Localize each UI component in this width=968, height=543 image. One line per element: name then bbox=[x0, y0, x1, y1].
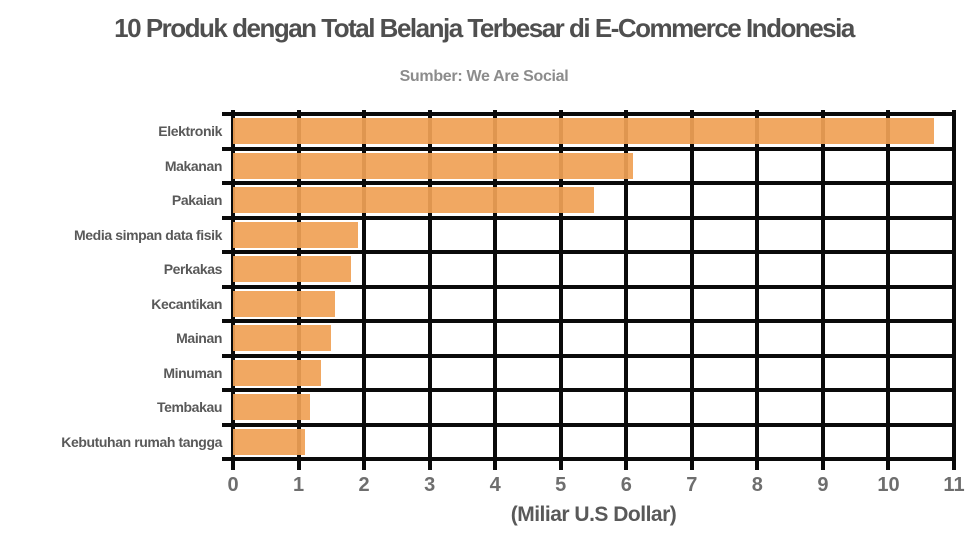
y-axis-category-labels: Elektronik Makanan Pakaian Media simpan dat… bbox=[0, 114, 222, 459]
category-label-makanan: Makanan bbox=[164, 157, 223, 174]
x-gridline-2 bbox=[362, 110, 367, 470]
y-gridline bbox=[222, 353, 954, 358]
x-gridline-9 bbox=[820, 110, 825, 470]
x-axis-title: (Miliar U.S Dollar) bbox=[510, 503, 677, 526]
category-label-kecantikan: Kecantikan bbox=[151, 295, 222, 312]
chart-title: 10 Produk dengan Total Belanja Terbesar … bbox=[114, 13, 855, 43]
bar-elektronik bbox=[233, 118, 935, 145]
x-gridline-0 bbox=[231, 110, 235, 470]
category-label-mainan: Mainan bbox=[176, 330, 222, 347]
bar-media-simpan-data-fisik bbox=[233, 221, 358, 248]
bar-perkakas bbox=[233, 256, 351, 283]
y-gridline bbox=[222, 146, 954, 151]
category-label-minuman: Minuman bbox=[163, 364, 222, 381]
y-gridline bbox=[222, 215, 954, 220]
bar-makanan bbox=[233, 152, 633, 179]
bar-kebutuhan-rumah-tangga bbox=[233, 428, 306, 455]
bar-minuman bbox=[233, 359, 322, 386]
x-tick-label-5: 5 bbox=[555, 474, 567, 496]
x-gridline-3 bbox=[427, 110, 432, 470]
y-gridline bbox=[222, 181, 954, 185]
category-label-kebutuhan-rumah-tangga: Kebutuhan rumah tangga bbox=[61, 433, 222, 450]
bar-tembakau bbox=[233, 394, 311, 421]
x-gridline-4 bbox=[493, 110, 498, 470]
y-gridline bbox=[222, 457, 954, 461]
x-tick-label-3: 3 bbox=[424, 474, 436, 496]
y-gridline bbox=[222, 388, 954, 392]
x-tick-label-9: 9 bbox=[817, 474, 829, 496]
x-tick-label-4: 4 bbox=[489, 474, 501, 496]
y-gridline bbox=[222, 284, 954, 289]
x-gridline-11 bbox=[952, 110, 956, 470]
bar-pakaian bbox=[233, 187, 594, 214]
x-tick-label-2: 2 bbox=[358, 474, 370, 496]
x-gridline-1 bbox=[296, 110, 301, 470]
x-gridline-8 bbox=[755, 110, 760, 470]
category-label-pakaian: Pakaian bbox=[171, 192, 223, 209]
x-tick-label-8: 8 bbox=[751, 474, 763, 496]
x-gridline-7 bbox=[689, 110, 694, 470]
plot-area bbox=[222, 110, 956, 470]
category-label-perkakas: Perkakas bbox=[163, 261, 223, 278]
y-gridline bbox=[222, 422, 954, 427]
y-gridline bbox=[222, 319, 954, 323]
x-gridline-6 bbox=[624, 110, 629, 470]
x-tick-label-0: 0 bbox=[227, 474, 239, 496]
y-gridline bbox=[222, 250, 954, 254]
x-tick-label-10: 10 bbox=[877, 474, 900, 496]
x-tick-label-7: 7 bbox=[686, 474, 698, 496]
x-tick-label-1: 1 bbox=[292, 474, 305, 496]
x-gridline-5 bbox=[558, 110, 563, 470]
bar-mainan bbox=[233, 325, 332, 352]
x-gridline-10 bbox=[886, 110, 891, 470]
y-gridline bbox=[222, 112, 954, 116]
bar-kecantikan bbox=[233, 290, 335, 317]
category-label-media-simpan-data-fisik: Media simpan data fisik bbox=[74, 226, 222, 243]
chart-subtitle: Sumber: We Are Social bbox=[399, 68, 569, 85]
category-label-elektronik: Elektronik bbox=[158, 123, 222, 140]
x-tick-label-11: 11 bbox=[943, 474, 965, 496]
category-label-tembakau: Tembakau bbox=[156, 399, 222, 416]
x-tick-label-6: 6 bbox=[620, 474, 632, 496]
